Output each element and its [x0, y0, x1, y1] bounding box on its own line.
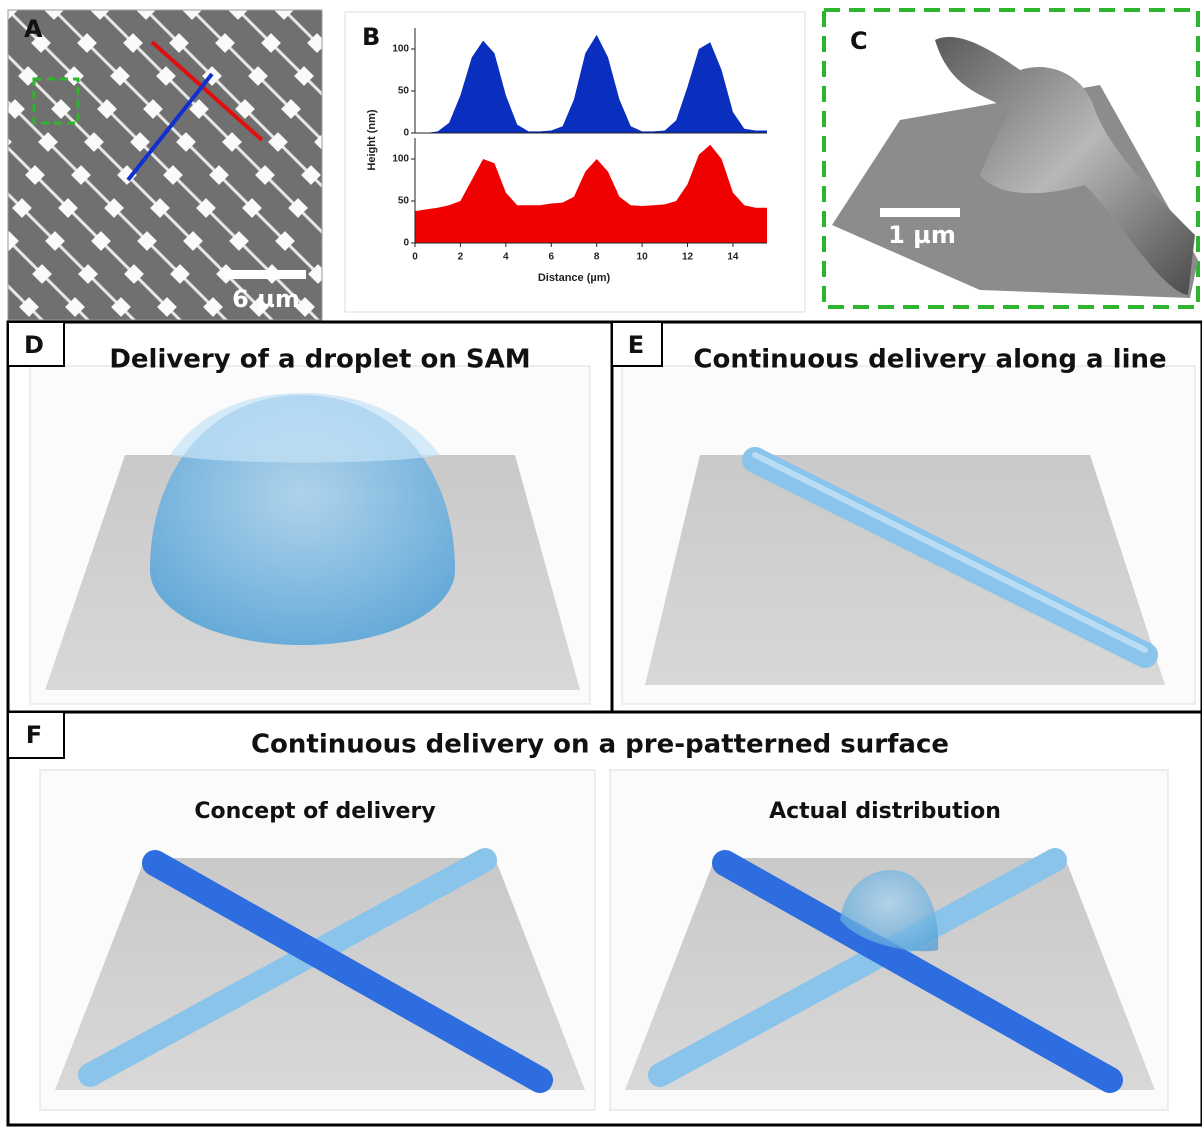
panel-title: Continuous delivery on a pre-patterned s… — [251, 730, 949, 760]
panel-title: Delivery of a droplet on SAM — [109, 345, 530, 375]
lattice-node — [0, 33, 5, 53]
subpanel-title: Concept of delivery — [194, 799, 435, 824]
panel-label: F — [26, 721, 42, 749]
x-tick-label: 10 — [637, 252, 649, 263]
panel-label: A — [24, 15, 43, 43]
x-tick-label: 14 — [727, 252, 739, 263]
scale-bar — [880, 208, 960, 217]
y-tick-label: 50 — [398, 86, 410, 97]
x-tick-label: 12 — [682, 252, 694, 263]
x-tick-label: 8 — [594, 252, 600, 263]
lattice-node — [321, 231, 341, 251]
figure: 6 µm A B 0 50 100 Height (nm) 0 50 100 0 2 4 6 8 10 1… — [0, 0, 1202, 1127]
x-tick-label: 4 — [503, 252, 509, 263]
y-tick-label: 100 — [392, 44, 409, 55]
substrate — [645, 455, 1165, 685]
scale-label: 6 µm — [232, 285, 300, 313]
frame — [345, 12, 805, 312]
lattice-node — [327, 99, 347, 119]
panel-label: E — [628, 331, 644, 359]
panel-label: B — [362, 23, 380, 51]
x-tick-label: 6 — [548, 252, 554, 263]
x-axis-label: Distance (µm) — [538, 272, 611, 284]
subpanel-title: Actual distribution — [769, 799, 1001, 824]
lattice-node — [320, 0, 340, 20]
y-tick-label: 100 — [392, 154, 409, 165]
y-tick-label: 0 — [403, 128, 409, 139]
lattice-node — [0, 264, 6, 284]
panel-title: Continuous delivery along a line — [693, 345, 1166, 375]
y-tick-label: 50 — [398, 196, 410, 207]
panel-label: D — [24, 331, 44, 359]
scale-label: 1 µm — [888, 221, 956, 249]
y-tick-label: 0 — [403, 238, 409, 249]
scale-bar — [224, 270, 306, 279]
y-axis-label: Height (nm) — [366, 109, 378, 170]
panel-label: C — [850, 27, 868, 55]
x-tick-label: 2 — [458, 252, 464, 263]
x-tick-label: 0 — [412, 252, 418, 263]
